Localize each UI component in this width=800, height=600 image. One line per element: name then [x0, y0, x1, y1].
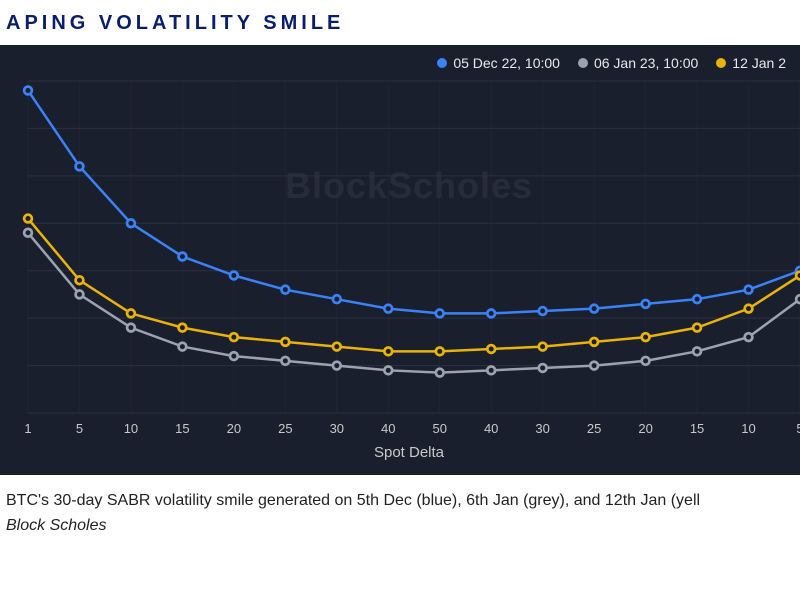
legend-dot-icon	[716, 58, 726, 68]
x-tick-label: 10	[741, 421, 755, 436]
legend: 05 Dec 22, 10:00 06 Jan 23, 10:00 12 Jan 2	[0, 45, 800, 77]
chart-container: 05 Dec 22, 10:00 06 Jan 23, 10:00 12 Jan 2…	[0, 45, 800, 475]
x-tick-label: 25	[587, 421, 601, 436]
plot-svg: 15101520253040504030252015105	[18, 77, 800, 467]
legend-item: 12 Jan 2	[716, 55, 786, 71]
x-tick-label: 1	[24, 421, 31, 436]
series-line	[28, 90, 800, 313]
x-tick-label: 50	[432, 421, 446, 436]
plot-area: BlockScholes 151015202530405040302520151…	[18, 77, 800, 467]
chart-title: APING VOLATILITY SMILE	[0, 0, 800, 45]
x-tick-label: 25	[278, 421, 292, 436]
x-tick-label: 20	[638, 421, 652, 436]
legend-label: 06 Jan 23, 10:00	[594, 55, 698, 71]
legend-label: 05 Dec 22, 10:00	[453, 55, 560, 71]
x-tick-label: 15	[690, 421, 704, 436]
x-tick-label: 20	[227, 421, 241, 436]
x-tick-label: 10	[124, 421, 138, 436]
x-tick-label: 40	[484, 421, 498, 436]
source: Block Scholes	[0, 513, 800, 535]
legend-dot-icon	[578, 58, 588, 68]
legend-label: 12 Jan 2	[732, 55, 786, 71]
x-tick-label: 5	[76, 421, 83, 436]
legend-dot-icon	[437, 58, 447, 68]
x-tick-label: 30	[330, 421, 344, 436]
legend-item: 05 Dec 22, 10:00	[437, 55, 560, 71]
legend-item: 06 Jan 23, 10:00	[578, 55, 698, 71]
x-tick-label: 40	[381, 421, 395, 436]
x-tick-label: 30	[535, 421, 549, 436]
x-tick-label: 15	[175, 421, 189, 436]
x-tick-label: 5	[796, 421, 800, 436]
x-axis-label: Spot Delta	[374, 444, 444, 461]
caption: BTC's 30-day SABR volatility smile gener…	[0, 475, 800, 513]
